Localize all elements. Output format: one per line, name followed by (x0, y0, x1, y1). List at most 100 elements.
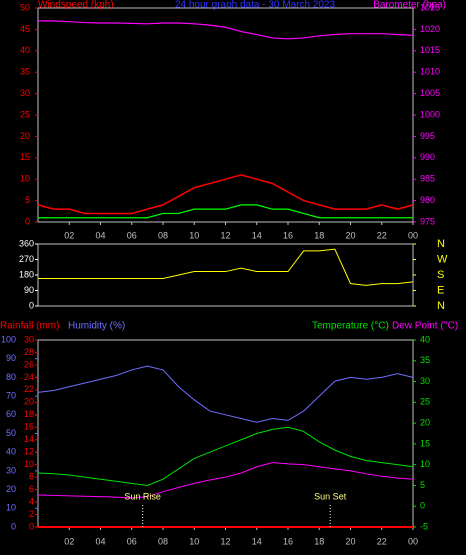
x-tick-label: 14 (252, 536, 262, 546)
y-tick-label: 980 (420, 195, 435, 205)
y-tick-label: 1015 (420, 45, 440, 55)
x-tick-label: 04 (95, 230, 105, 240)
y-tick-label: 30 (420, 376, 430, 386)
y-tick-label: 20 (24, 397, 34, 407)
y-tick-label: 25 (420, 397, 430, 407)
series-line (37, 174, 414, 215)
chart-title: 24 hour graph data - 30 March 2023 (175, 0, 336, 11)
y-tick-label: 35 (20, 67, 30, 77)
y-tick-label: 0 (29, 300, 34, 310)
legend-label: Temperature (°C) (312, 321, 389, 332)
y-tick-label: 0 (25, 216, 30, 226)
y-tick-label: 10 (420, 459, 430, 469)
x-tick-label: 04 (95, 536, 105, 546)
y-tick-label: 990 (420, 152, 435, 162)
x-tick-label: 20 (345, 230, 355, 240)
y-tick-label: 4 (29, 496, 34, 506)
y-tick-label: 360 (19, 238, 34, 248)
y-tick-label: 1005 (420, 88, 440, 98)
x-tick-label: 18 (314, 230, 324, 240)
y-tick-label: 28 (24, 347, 34, 357)
y-tick-label: 35 (420, 355, 430, 365)
annotation: Sun Set (314, 491, 347, 501)
panel-frame (37, 7, 414, 223)
y-tick-label: 270 (19, 254, 34, 264)
y-tick-label: 5 (25, 195, 30, 205)
y-tick-label: 20 (20, 131, 30, 141)
y-tick-label: 15 (20, 152, 30, 162)
x-tick-label: 18 (314, 536, 324, 546)
x-tick-label: 10 (189, 230, 199, 240)
y-tick-label: 0 (11, 521, 16, 531)
y-tick-label: 22 (24, 384, 34, 394)
series-line (38, 248, 414, 286)
y-tick-label: 985 (420, 174, 435, 184)
y-tick-label: 100 (1, 334, 16, 344)
legend-label: Rainfall (mm) (0, 321, 59, 332)
y-tick-label: 40 (6, 447, 16, 457)
y-tick-label: 6 (29, 484, 34, 494)
panel-frame (37, 339, 414, 528)
x-tick-label: 14 (252, 230, 262, 240)
y-tick-label: 10 (6, 503, 16, 513)
y-tick-label: 24 (24, 372, 34, 382)
y-tick-label: 180 (19, 269, 34, 279)
y-tick-label: 70 (6, 390, 16, 400)
x-tick-label: 00 (408, 230, 418, 240)
y-tick-label: 1020 (420, 24, 440, 34)
legend-label: Dew Point (°C) (392, 321, 458, 332)
y-tick-label: 45 (20, 24, 30, 34)
x-tick-label: 02 (64, 230, 74, 240)
y-tick-label: 1010 (420, 67, 440, 77)
y-tick-label: 90 (24, 285, 34, 295)
y-tick-label: 975 (420, 216, 435, 226)
series-line (37, 462, 414, 499)
y-tick-label: -5 (420, 521, 428, 531)
y-tick-label: 10 (20, 174, 30, 184)
y-tick-label: 12 (24, 447, 34, 457)
x-tick-label: 08 (158, 536, 168, 546)
y-tick-label: 20 (6, 484, 16, 494)
y-tick-label: N (437, 300, 445, 312)
x-tick-label: 10 (189, 536, 199, 546)
series-line (38, 204, 413, 219)
series-line (37, 426, 414, 486)
x-tick-label: 02 (64, 536, 74, 546)
y-tick-label: 30 (24, 334, 34, 344)
y-tick-label: 14 (24, 434, 34, 444)
legend-label: Humidity (%) (68, 321, 125, 332)
y-tick-label: 2 (29, 509, 34, 519)
x-tick-label: 12 (220, 536, 230, 546)
legend-label: Barometer (hpa) (373, 0, 446, 11)
y-tick-label: E (437, 284, 444, 296)
x-tick-label: 22 (377, 230, 387, 240)
y-tick-label: W (437, 253, 448, 265)
y-tick-label: 20 (420, 417, 430, 427)
y-tick-label: 50 (20, 2, 30, 12)
y-tick-label: 80 (6, 372, 16, 382)
x-tick-label: 16 (283, 536, 293, 546)
x-tick-label: 08 (158, 230, 168, 240)
y-tick-label: 50 (6, 428, 16, 438)
legend-label: Windspeed (kph) (38, 0, 114, 11)
y-tick-label: 5 (420, 480, 425, 490)
annotation: Sun Rise (124, 491, 161, 501)
y-tick-label: 90 (6, 353, 16, 363)
y-tick-label: 18 (24, 409, 34, 419)
x-tick-label: 12 (220, 230, 230, 240)
x-tick-label: 20 (345, 536, 355, 546)
panel-frame (37, 243, 414, 307)
y-tick-label: 30 (20, 88, 30, 98)
y-tick-label: N (437, 238, 445, 250)
x-tick-label: 00 (408, 536, 418, 546)
y-tick-label: S (437, 269, 444, 281)
y-tick-label: 10 (24, 459, 34, 469)
y-tick-label: 995 (420, 131, 435, 141)
x-tick-label: 16 (283, 230, 293, 240)
y-tick-label: 30 (6, 465, 16, 475)
y-tick-label: 8 (29, 472, 34, 482)
y-tick-label: 1000 (420, 109, 440, 119)
x-tick-label: 22 (377, 536, 387, 546)
series-line (37, 365, 414, 423)
